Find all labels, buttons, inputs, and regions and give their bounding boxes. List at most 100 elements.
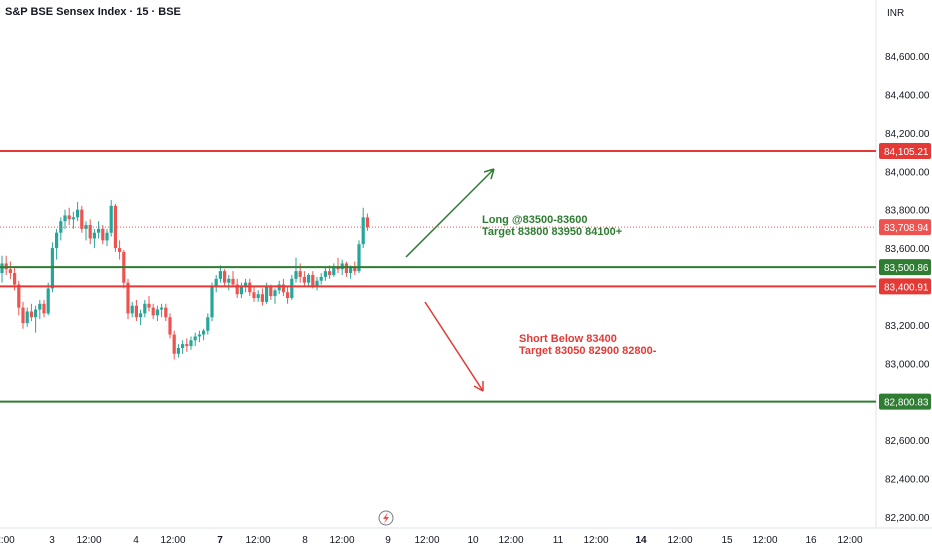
candle-body [17, 284, 21, 308]
candle-body [185, 344, 189, 347]
candle-body [235, 284, 239, 295]
y-tick-label: 83,800.00 [885, 206, 930, 217]
y-tick-label: 83,000.00 [885, 359, 930, 370]
candle-body [273, 290, 277, 297]
candle-body [164, 307, 168, 318]
candle-body [80, 209, 84, 229]
x-tick-label: 8 [302, 535, 308, 546]
candle-body [38, 303, 42, 310]
candle-body [319, 276, 323, 281]
price-axis[interactable]: 84,600.00 84,400.00 84,200.00 84,000.00 83,8… [885, 52, 930, 524]
x-tick-label: 12:00 [498, 535, 523, 546]
price-tag-label: 83,500.86 [884, 263, 929, 274]
candle-body [214, 278, 218, 287]
x-tick-label: 10 [467, 535, 479, 546]
candle-body [130, 305, 134, 314]
candle-body [307, 274, 311, 283]
candle-body [315, 280, 319, 287]
candle-body [151, 307, 155, 316]
candle-body [252, 292, 256, 299]
candle-body [206, 317, 210, 331]
candle-body [227, 278, 231, 283]
x-tick-label: 12:00 [667, 535, 692, 546]
y-tick-label: 83,200.00 [885, 321, 930, 332]
y-tick-label: 82,200.00 [885, 513, 930, 524]
candle-body [239, 286, 243, 295]
time-axis[interactable]: 2:00 3 12:00 4 12:00 7 12:00 8 12:00 9 12:00 10 12:0… [0, 535, 863, 546]
candle-body [147, 303, 151, 308]
x-tick-label: 14 [635, 535, 647, 546]
candle-body [223, 271, 227, 283]
price-tag [879, 278, 931, 295]
candle-body [361, 217, 365, 245]
price-tag [879, 259, 931, 276]
candle-body [118, 248, 122, 252]
candle-body [248, 282, 252, 293]
candle-body [189, 340, 193, 347]
x-tick-label: 12:00 [583, 535, 608, 546]
candle-body [42, 303, 46, 314]
price-tag [879, 143, 931, 160]
candle-body [126, 282, 130, 314]
candle-body [244, 282, 248, 287]
candle-body [202, 330, 206, 335]
candle-body [105, 232, 109, 241]
x-tick-label: 3 [49, 535, 55, 546]
short-annotation-text: Target 83050 82900 82800- [519, 345, 657, 357]
candle-body [323, 271, 327, 277]
candle-body [298, 271, 302, 277]
price-tag-label: 84,105.21 [884, 147, 929, 158]
lightning-bolt-icon[interactable] [378, 510, 394, 526]
price-tag-label: 82,800.83 [884, 398, 929, 409]
candle-body [139, 313, 143, 318]
x-tick-label: 12:00 [160, 535, 185, 546]
candle-body [13, 273, 17, 285]
x-tick-label: 12:00 [245, 535, 270, 546]
y-tick-label: 82,400.00 [885, 475, 930, 486]
candle-body [344, 263, 348, 274]
currency-label[interactable]: INR [887, 8, 905, 19]
x-tick-label: 7 [217, 535, 223, 546]
candle-body [260, 294, 264, 302]
x-tick-label: 12:00 [76, 535, 101, 546]
chart-title: S&P BSE Sensex Index · 15 · BSE [5, 6, 181, 18]
candle-body [160, 307, 164, 310]
candle-body [290, 278, 294, 299]
candle-body [0, 263, 4, 274]
candle-body [25, 311, 29, 323]
candle-body [21, 307, 25, 323]
y-tick-label: 84,200.00 [885, 129, 930, 140]
candle-body [63, 215, 67, 222]
candle-body [67, 215, 71, 220]
candle-body [88, 225, 92, 239]
x-tick-label: 16 [805, 535, 817, 546]
candle-body [336, 267, 340, 270]
long-annotation-text: Long @83500-83600 [482, 214, 588, 226]
candle-body [353, 267, 357, 272]
candle-body [92, 232, 96, 239]
candle-body [218, 271, 222, 279]
candle-body [55, 232, 59, 249]
candle-body [210, 286, 214, 318]
current-price-tag [879, 219, 931, 236]
candle-body [155, 309, 159, 316]
candle-body [168, 317, 172, 335]
candle-body [84, 225, 88, 229]
long-arrow [405, 168, 495, 258]
y-tick-label: 84,600.00 [885, 52, 930, 63]
candle-body [256, 294, 260, 299]
candle-body [231, 278, 235, 285]
candle-body [277, 284, 281, 291]
candle-body [29, 311, 33, 318]
x-tick-label: 4 [133, 535, 139, 546]
candle-body [332, 267, 336, 275]
x-tick-label: 15 [721, 535, 733, 546]
candles-layer [0, 200, 369, 360]
candle-body [269, 286, 273, 297]
y-tick-label: 83,600.00 [885, 244, 930, 255]
candle-body [50, 248, 54, 289]
candle-body [176, 347, 180, 354]
candle-body [46, 288, 50, 314]
short-annotation-text: Short Below 83400 [519, 333, 617, 345]
